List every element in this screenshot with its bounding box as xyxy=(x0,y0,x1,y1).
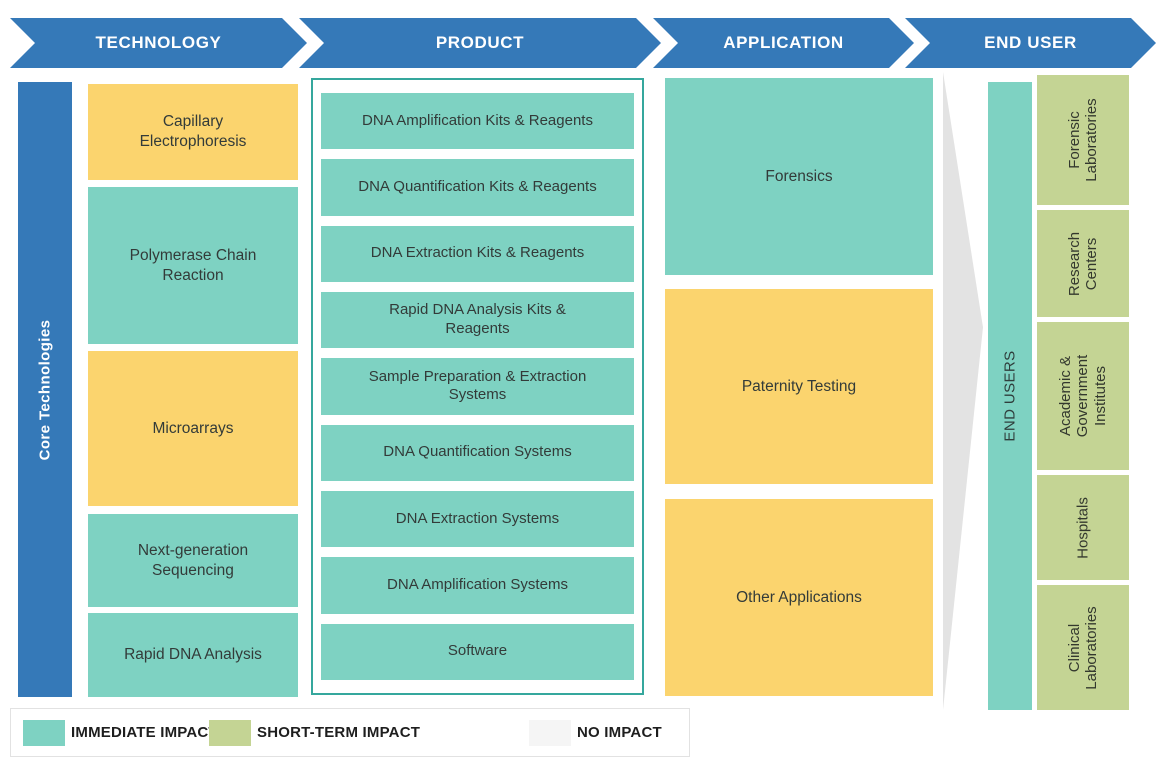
technology-box-next-generation-sequencing: Next-generation Sequencing xyxy=(88,514,298,607)
application-box-other-applications: Other Applications xyxy=(665,499,933,696)
end-users-bar: END USERS xyxy=(988,82,1032,710)
core-technologies-bar: Core Technologies xyxy=(18,82,72,697)
legend-label: NO IMPACT xyxy=(577,724,662,741)
product-box-dna-quantification-kits: DNA Quantification Kits & Reagents xyxy=(321,159,634,216)
product-box-dna-quantification-systems: DNA Quantification Systems xyxy=(321,424,634,481)
technology-box-rapid-dna-analysis: Rapid DNA Analysis xyxy=(88,613,298,697)
end-user-label: Research Centers xyxy=(1065,231,1100,296)
application-box-paternity-testing: Paternity Testing xyxy=(665,289,933,484)
product-box-software: Software xyxy=(321,623,634,680)
no-impact-swatch-icon xyxy=(529,719,571,746)
end-user-box-hospitals: Hospitals xyxy=(1037,475,1129,580)
end-user-label: Academic & Government Institutes xyxy=(1057,354,1109,438)
end-user-label: Forensic Laboratories xyxy=(1065,98,1100,182)
end-user-box-academic-government-institutes: Academic & Government Institutes xyxy=(1037,322,1129,470)
product-box-dna-extraction-kits: DNA Extraction Kits & Reagents xyxy=(321,225,634,282)
short-term-impact-swatch-icon xyxy=(209,719,251,746)
legend-item-no-impact: NO IMPACT xyxy=(529,709,662,756)
stage-label-technology: TECHNOLOGY xyxy=(95,33,222,52)
legend-label: SHORT-TERM IMPACT xyxy=(257,724,421,741)
legend-item-immediate-impact: IMMEDIATE IMPACT xyxy=(23,709,218,756)
end-user-box-research-centers: Research Centers xyxy=(1037,210,1129,317)
immediate-impact-swatch-icon xyxy=(23,719,65,746)
legend-item-short-term-impact: SHORT-TERM IMPACT xyxy=(209,709,420,756)
technology-box-polymerase-chain-reaction: Polymerase Chain Reaction xyxy=(88,187,298,344)
end-user-label: Clinical Laboratories xyxy=(1065,605,1100,690)
core-technologies-label: Core Technologies xyxy=(36,319,54,460)
product-box-rapid-dna-analysis-kits: Rapid DNA Analysis Kits & Reagents xyxy=(321,291,634,349)
product-box-dna-amplification-kits: DNA Amplification Kits & Reagents xyxy=(321,93,634,150)
flow-arrow-icon xyxy=(943,72,983,710)
end-users-label: END USERS xyxy=(1001,350,1019,442)
stage-label-application: APPLICATION xyxy=(723,33,844,52)
product-group-frame: DNA Amplification Kits & Reagents DNA Qu… xyxy=(311,78,644,695)
application-box-forensics: Forensics xyxy=(665,78,933,275)
product-box-sample-preparation-systems: Sample Preparation & Extraction Systems xyxy=(321,358,634,415)
legend-label: IMMEDIATE IMPACT xyxy=(71,724,218,741)
end-user-box-clinical-laboratories: Clinical Laboratories xyxy=(1037,585,1129,710)
stage-chevron-product: PRODUCT xyxy=(299,18,661,68)
technology-box-microarrays: Microarrays xyxy=(88,351,298,506)
end-user-label: Hospitals xyxy=(1074,496,1092,559)
stage-chevron-end-user: END USER xyxy=(905,18,1156,68)
stage-chevron-technology: TECHNOLOGY xyxy=(10,18,307,68)
end-user-box-forensic-laboratories: Forensic Laboratories xyxy=(1037,75,1129,205)
legend: IMMEDIATE IMPACT SHORT-TERM IMPACT NO IM… xyxy=(10,708,690,757)
stage-label-product: PRODUCT xyxy=(435,33,525,52)
product-box-dna-amplification-systems: DNA Amplification Systems xyxy=(321,557,634,614)
stage-chevron-application: APPLICATION xyxy=(653,18,914,68)
product-box-dna-extraction-systems: DNA Extraction Systems xyxy=(321,490,634,548)
technology-box-capillary-electrophoresis: Capillary Electrophoresis xyxy=(88,84,298,180)
stage-label-end-user: END USER xyxy=(984,33,1077,52)
